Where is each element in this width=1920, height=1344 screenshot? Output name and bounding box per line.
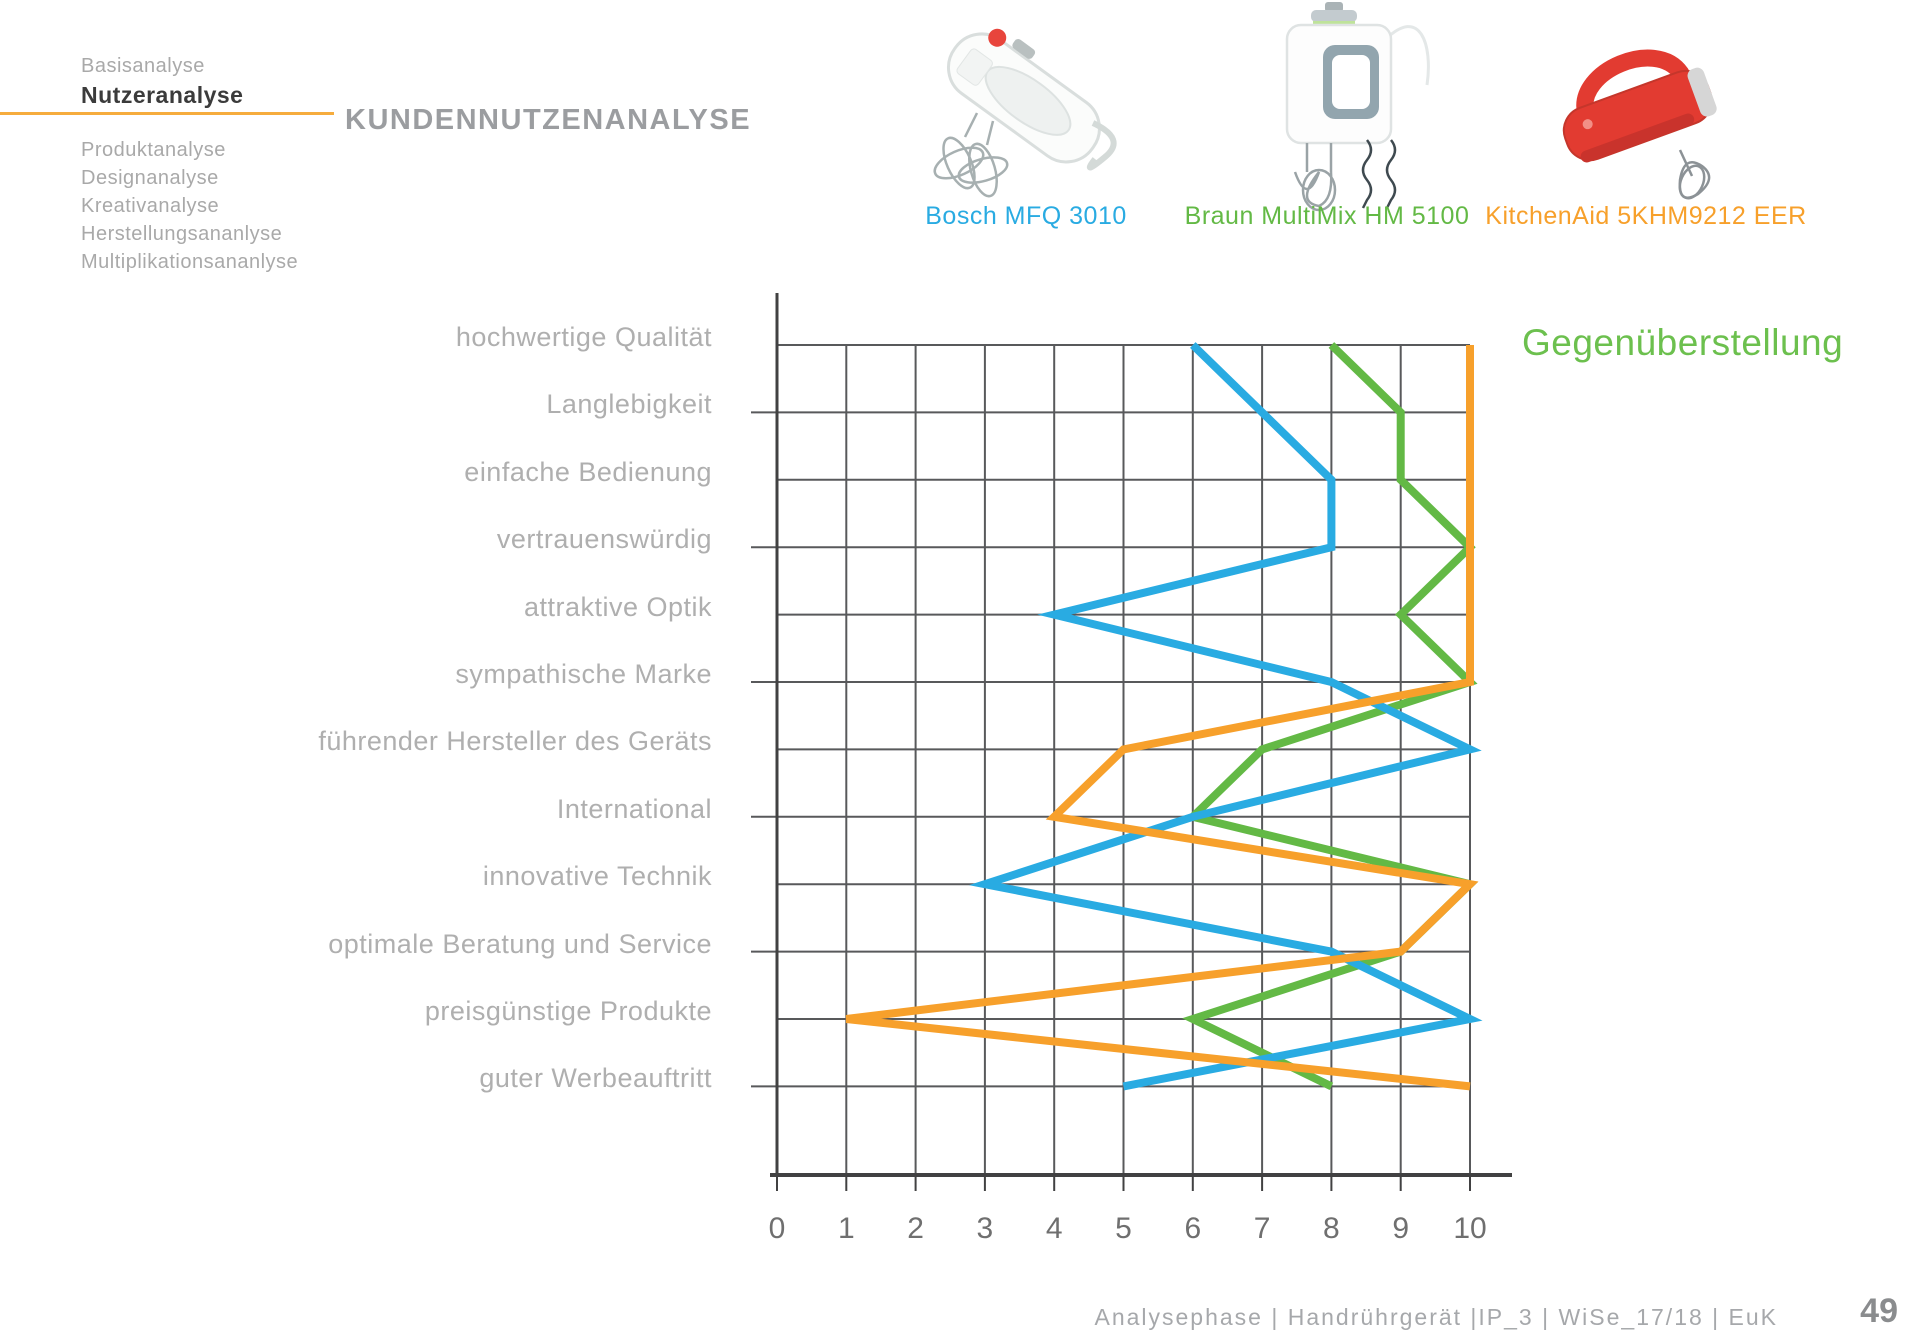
page-title: KUNDENNUTZENANALYSE: [345, 104, 752, 136]
category-label: führender Hersteller des Geräts: [318, 726, 712, 757]
series-line-braun: [1182, 342, 1478, 1090]
category-label: International: [556, 793, 712, 824]
chart-heading: Gegenüberstellung: [1522, 322, 1844, 363]
x-tick-label: 2: [907, 1212, 924, 1245]
product-label: Braun MultiMix HM 5100: [1184, 202, 1470, 230]
bosch-mixer-image: [933, 28, 1117, 198]
sidebar-item-nutzeranalyse[interactable]: Nutzeranalyse: [81, 82, 244, 108]
category-label: preisgünstige Produkte: [424, 996, 712, 1026]
series-line-kitchenaid: [845, 345, 1479, 1091]
braun-mixer-image: [1285, 2, 1430, 212]
sidebar-item-designanalyse[interactable]: Designanalyse: [81, 167, 219, 189]
x-tick-label: 10: [1453, 1212, 1487, 1245]
x-tick-label: 6: [1184, 1212, 1202, 1245]
sidebar-item-basisanalyse[interactable]: Basisanalyse: [81, 55, 205, 77]
x-tick-label: 0: [768, 1212, 786, 1245]
category-label: einfache Bedienung: [464, 456, 712, 487]
x-tick-label: 4: [1045, 1212, 1063, 1245]
kitchenaid-mixer-image: [1562, 49, 1717, 200]
category-label: guter Werbeauftritt: [479, 1063, 712, 1094]
x-tick-label: 5: [1115, 1212, 1132, 1245]
chapter-nav: Basisanalyse Nutzeranalyse Produktanalyse D…: [81, 52, 401, 276]
category-label: attraktive Optik: [523, 591, 712, 622]
x-tick-label: 7: [1253, 1212, 1271, 1245]
x-tick-label: 9: [1392, 1212, 1410, 1245]
sidebar-item-produktanalyse[interactable]: Produktanalyse: [81, 139, 226, 161]
nav-accent-rule: [0, 112, 334, 115]
sidebar-item-kreativanalyse[interactable]: Kreativanalyse: [81, 195, 220, 217]
category-label: hochwertige Qualität: [455, 322, 712, 352]
footer-text: Analysephase | Handrührgerät |IP_3 | WiS…: [1094, 1304, 1778, 1330]
category-label: vertrauenswürdig: [496, 524, 712, 555]
sidebar-item-multiplikationsananlyse[interactable]: Multiplikationsananlyse: [81, 251, 299, 273]
sidebar-item-herstellungsananlyse[interactable]: Herstellungsananlyse: [81, 223, 283, 245]
x-tick-label: 3: [976, 1212, 994, 1245]
category-label: Langlebigkeit: [546, 389, 712, 420]
product-label: KitchenAid 5KHM9212 EER: [1485, 202, 1807, 230]
product-label: Bosch MFQ 3010: [925, 202, 1127, 230]
category-label: sympathische Marke: [455, 659, 712, 689]
series-line-bosch: [968, 342, 1483, 1091]
category-label: optimale Beratung und Service: [328, 928, 712, 959]
x-tick-label: 1: [837, 1212, 855, 1245]
category-label: innovative Technik: [482, 861, 712, 892]
page-number: 49: [1860, 1292, 1898, 1330]
x-tick-label: 8: [1323, 1212, 1340, 1245]
